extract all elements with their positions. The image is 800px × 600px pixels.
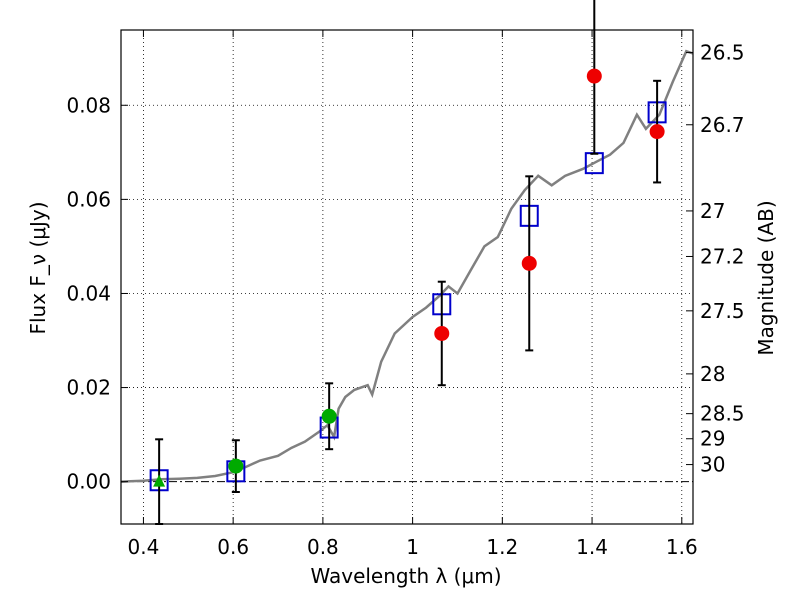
mag-tick-label-4: 27.5: [700, 299, 745, 323]
series-4-point-1-circle: [521, 255, 537, 271]
x-tick-label-2: 0.8: [307, 535, 339, 559]
x-tick-label-6: 1.6: [666, 535, 698, 559]
x-axis-label: Wavelength λ (μm): [310, 564, 501, 588]
y-tick-label-3: 0.06: [66, 187, 111, 211]
mag-tick-label-8: 30: [700, 453, 725, 477]
mag-tick-label-3: 27.2: [700, 244, 745, 268]
series-4-point-3-circle: [649, 124, 665, 140]
y-tick-label-0: 0.00: [66, 470, 111, 494]
x-axis-label-text: Wavelength λ (μm): [310, 564, 501, 588]
right-axis-label: Magnitude (AB): [754, 200, 778, 355]
mag-tick-label-7: 29: [700, 427, 725, 451]
mag-tick-label-1: 26.7: [700, 113, 745, 137]
x-tick-label-0: 0.4: [128, 535, 160, 559]
x-tick-label-3: 1: [406, 535, 419, 559]
x-tick-label-5: 1.4: [576, 535, 608, 559]
mag-tick-label-0: 26.5: [700, 41, 745, 65]
y-tick-label-4: 0.08: [66, 93, 111, 117]
y-tick-label-1: 0.02: [66, 376, 111, 400]
series-2-point-1-circle: [321, 408, 337, 424]
y-axis-label: Flux F_ν (μJy): [26, 201, 50, 334]
series-4-point-2-circle: [586, 68, 602, 84]
data-marks: [149, 0, 667, 525]
mag-tick-label-6: 28.5: [700, 402, 745, 426]
mag-tick-label-5: 28: [700, 362, 725, 386]
axis-ticks: 0.4 0.6 0.8 1 1.2 1.4 1.6 0.00 0.02 0.04 0.06 0.08 2…: [66, 30, 745, 559]
grid-lines: [121, 30, 693, 524]
mag-tick-label-2: 27: [700, 199, 725, 223]
model-spectrum-line: [120, 49, 694, 483]
x-tick-label-1: 0.6: [217, 535, 249, 559]
series-4-point-0-circle: [434, 325, 450, 341]
series-2-point-0-circle: [228, 458, 244, 474]
plot-frame: [120, 29, 694, 525]
x-tick-label-4: 1.2: [486, 535, 518, 559]
right-axis-label-text: Magnitude (AB): [754, 200, 778, 355]
y-tick-label-2: 0.04: [66, 281, 111, 305]
series-3-point-0-triangle: [153, 474, 166, 487]
y-axis-label-text: Flux F_ν (μJy): [26, 201, 50, 334]
